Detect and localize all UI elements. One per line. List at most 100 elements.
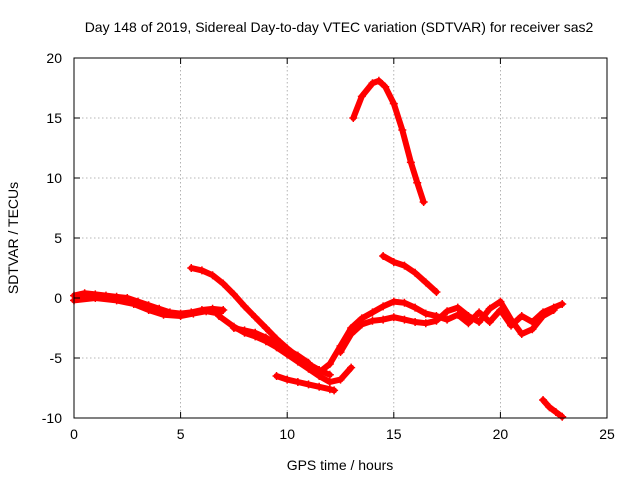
series-arc-9 — [349, 76, 428, 206]
data-point — [545, 403, 554, 412]
data-point — [159, 310, 168, 319]
data-point — [389, 313, 398, 322]
series-arc-6 — [272, 372, 339, 395]
series-trace — [540, 397, 566, 420]
grid — [74, 58, 607, 418]
data-point — [368, 79, 377, 88]
data-point — [443, 307, 452, 316]
data-layer — [70, 76, 567, 421]
data-point — [539, 312, 548, 320]
data-point — [304, 380, 313, 389]
data-point — [251, 328, 260, 337]
data-point — [368, 308, 377, 317]
data-point — [283, 345, 292, 354]
data-point — [400, 298, 409, 307]
data-point — [325, 360, 334, 368]
data-point — [406, 158, 415, 167]
series-trace — [380, 253, 440, 295]
data-point — [507, 315, 516, 324]
data-point — [411, 303, 420, 312]
series-arc-3 — [187, 264, 334, 379]
data-point — [261, 324, 270, 332]
data-point — [453, 303, 462, 312]
series-arc-8 — [336, 297, 558, 356]
data-point — [464, 312, 473, 320]
data-point — [325, 370, 334, 379]
data-point — [283, 375, 292, 384]
data-point — [400, 315, 409, 324]
data-point — [453, 310, 462, 319]
data-point — [558, 300, 567, 308]
y-tick-label: 5 — [54, 230, 62, 246]
data-point — [197, 266, 206, 275]
data-point — [485, 318, 494, 326]
y-axis-label: SDTVAR / TECUs — [5, 182, 21, 294]
data-point — [389, 99, 398, 108]
data-point — [214, 312, 223, 320]
data-point — [517, 312, 526, 320]
data-point — [379, 302, 388, 311]
data-point — [357, 320, 366, 329]
data-point — [357, 92, 366, 101]
x-tick-label: 15 — [386, 426, 402, 442]
series-trace — [316, 298, 566, 376]
data-point — [443, 315, 452, 324]
series-trace — [188, 265, 333, 378]
data-point — [336, 348, 345, 356]
data-point — [549, 306, 558, 314]
data-point — [347, 330, 356, 338]
y-tick-label: 0 — [54, 290, 62, 306]
data-point — [293, 351, 302, 360]
data-point — [229, 290, 238, 299]
chart-title: Day 148 of 2019, Sidereal Day-to-day VTE… — [85, 19, 594, 35]
data-point — [368, 316, 377, 325]
data-point — [330, 386, 339, 395]
data-point — [176, 312, 185, 320]
data-point — [91, 294, 100, 302]
data-point — [400, 261, 409, 270]
data-point — [485, 304, 494, 313]
y-tick-label: -5 — [50, 350, 63, 366]
data-point — [112, 296, 121, 305]
data-point — [389, 297, 398, 306]
y-tick-label: 15 — [46, 110, 62, 126]
series-arc-5 — [229, 324, 313, 367]
data-point — [336, 375, 345, 384]
data-point — [261, 333, 270, 342]
data-point — [189, 309, 198, 318]
data-point — [325, 385, 334, 394]
data-point — [517, 330, 526, 338]
data-point — [432, 316, 441, 325]
data-point — [80, 289, 89, 298]
x-tick-label: 10 — [279, 426, 295, 442]
data-point — [229, 324, 238, 332]
data-point — [293, 378, 302, 386]
data-point — [315, 368, 324, 377]
x-tick-label: 5 — [177, 426, 185, 442]
data-point — [558, 412, 567, 421]
data-point — [379, 252, 388, 260]
data-point — [381, 82, 390, 91]
data-point — [528, 325, 537, 334]
data-point — [421, 309, 430, 318]
axis-ticks: 0 5 10 15 20 25 -10 -5 0 5 10 15 20 — [42, 50, 615, 442]
data-point — [219, 306, 228, 314]
data-point — [379, 315, 388, 324]
data-point — [208, 271, 217, 280]
data-point — [219, 279, 228, 288]
data-point — [421, 278, 430, 287]
data-point — [347, 363, 356, 372]
data-point — [389, 258, 398, 266]
data-point — [202, 307, 211, 316]
data-point — [325, 378, 334, 386]
data-point — [144, 306, 153, 314]
data-point — [475, 318, 484, 326]
x-tick-label: 25 — [599, 426, 615, 442]
data-point — [315, 382, 324, 391]
data-point — [421, 319, 430, 328]
data-point — [398, 126, 407, 134]
series-arc-11 — [539, 396, 567, 421]
x-axis-label: GPS time / hours — [287, 457, 394, 473]
data-point — [496, 297, 505, 306]
